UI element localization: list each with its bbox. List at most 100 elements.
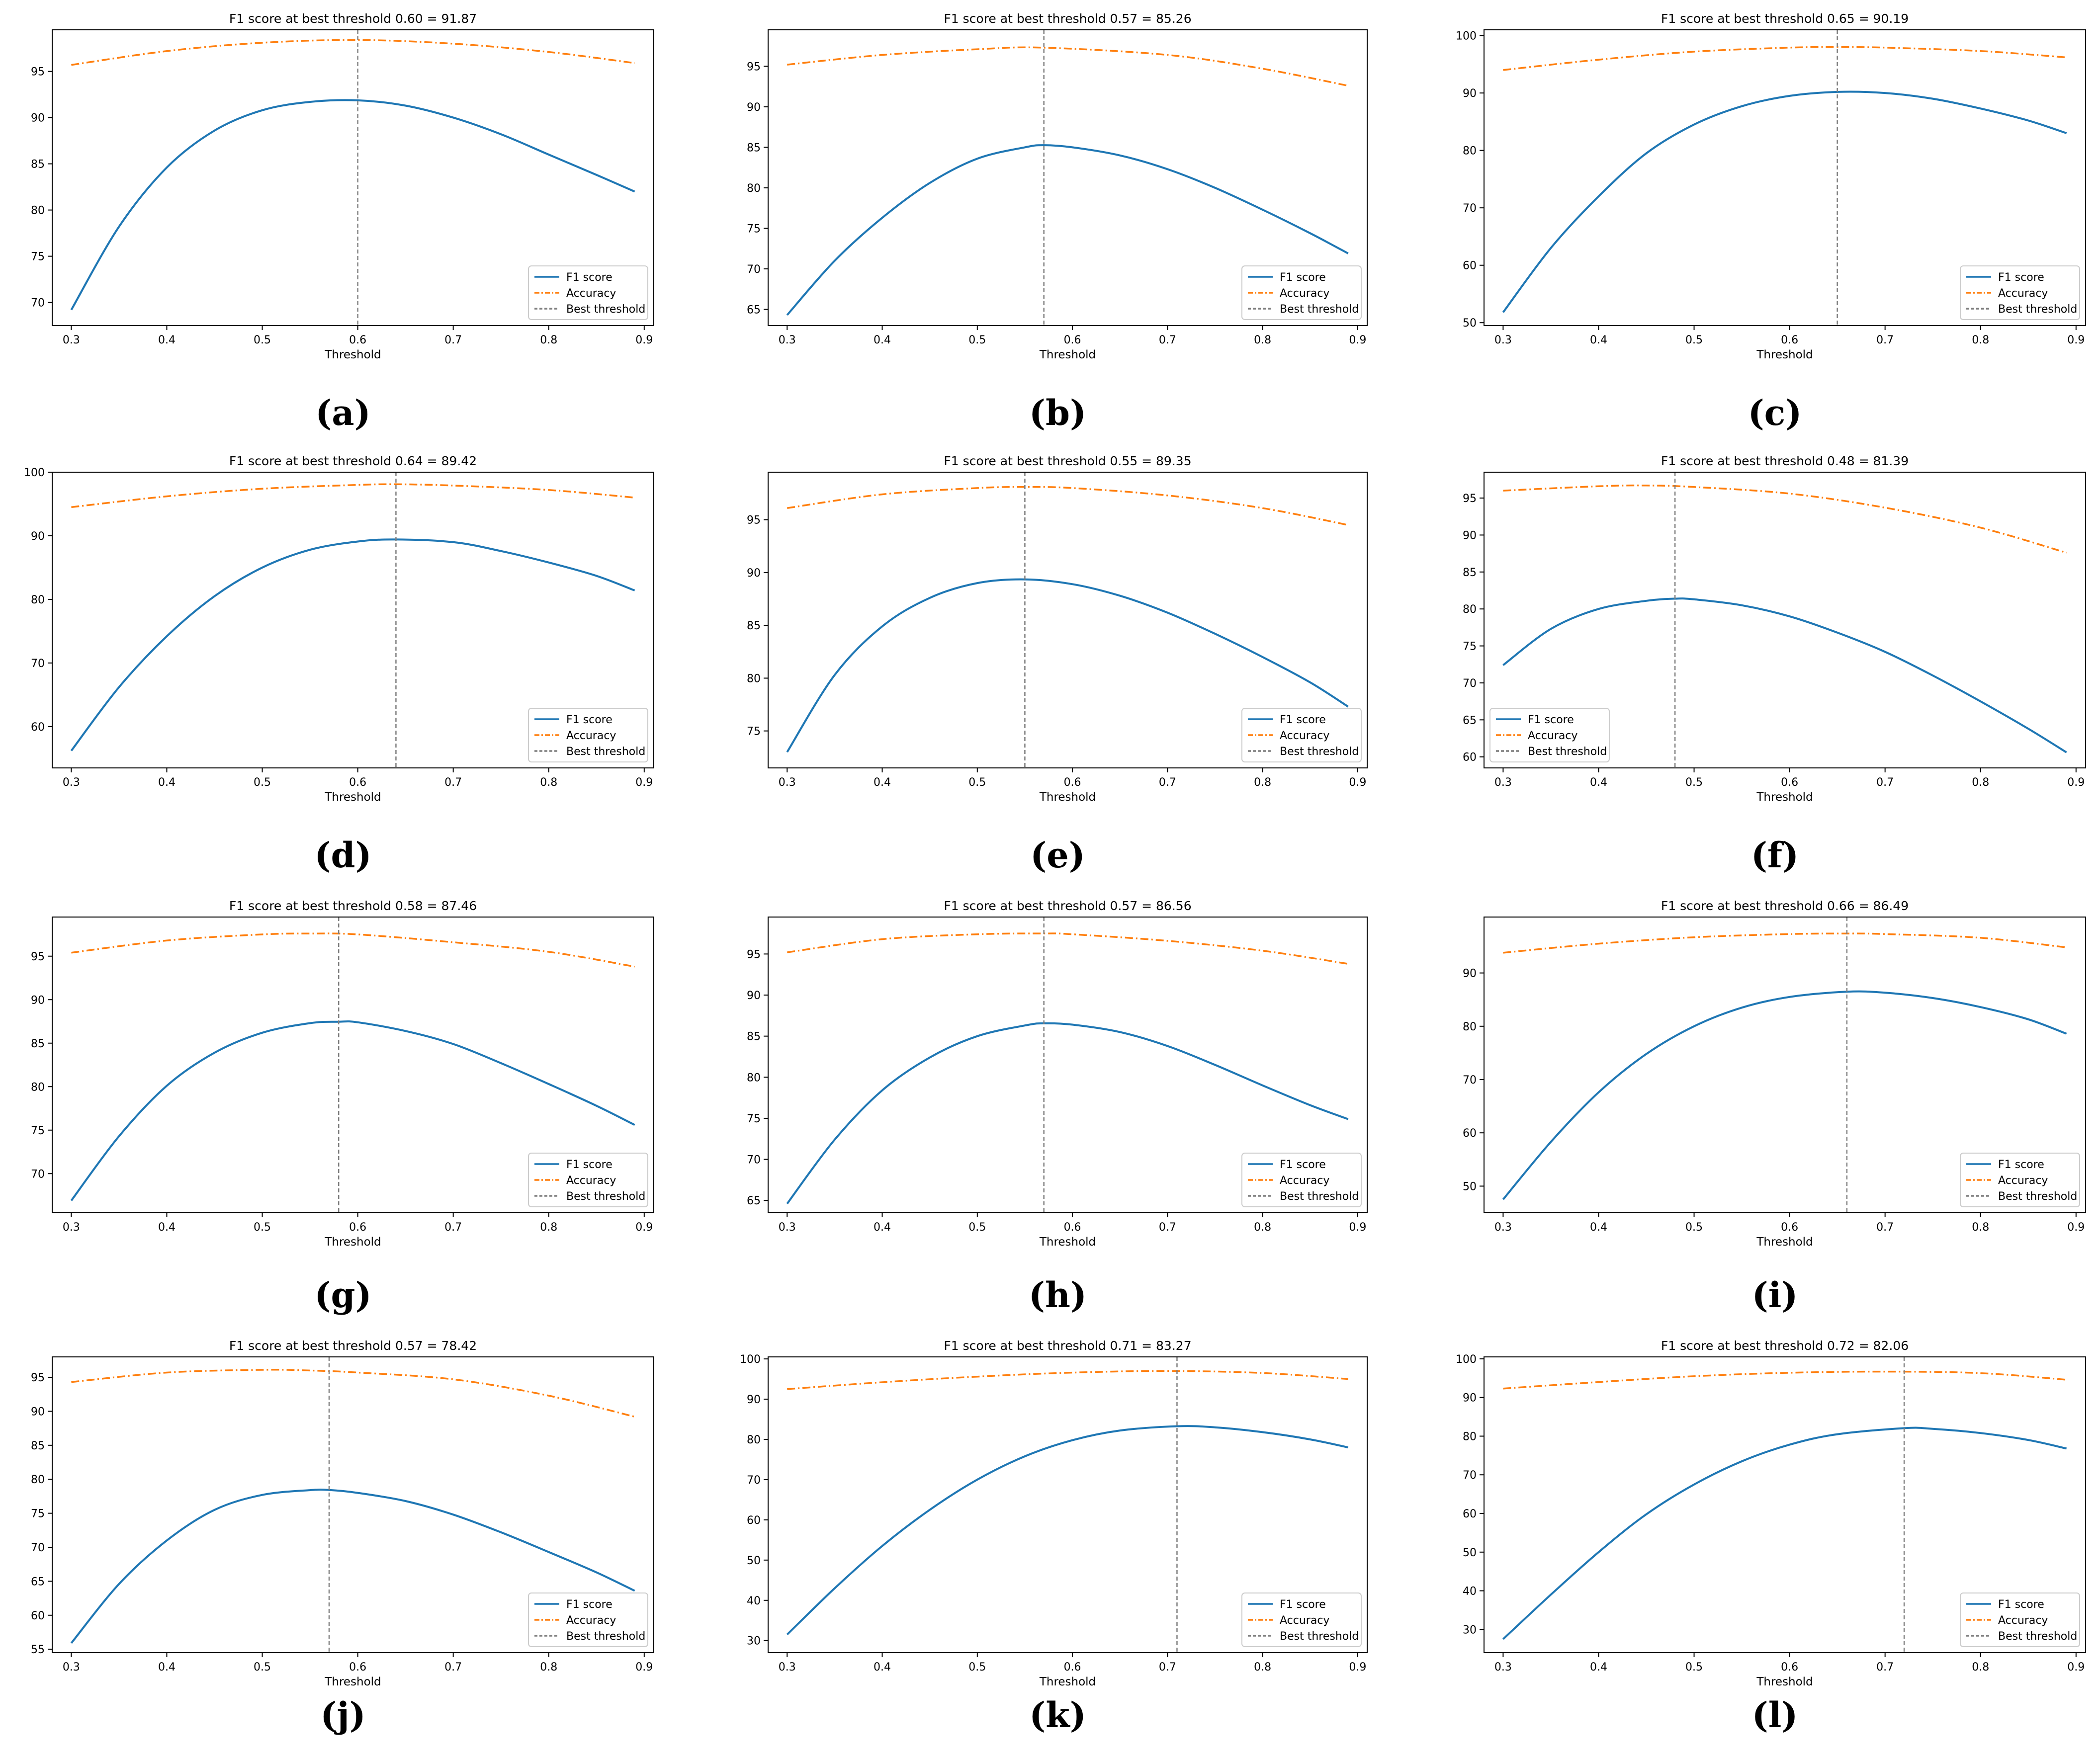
legend: F1 score Accuracy Best threshold	[1960, 265, 2080, 320]
y-tick-label: 85	[31, 1038, 45, 1050]
x-tick-label: 0.9	[2067, 334, 2085, 346]
y-tick-label: 70	[1463, 1074, 1477, 1087]
chart-title: F1 score at best threshold 0.66 = 86.49	[1661, 899, 1909, 913]
x-tick-label: 0.8	[1972, 776, 1989, 789]
y-tick-label: 30	[747, 1635, 761, 1648]
legend: F1 score Accuracy Best threshold	[1489, 708, 1610, 762]
x-tick-label: 0.4	[158, 1221, 175, 1234]
chart-title: F1 score at best threshold 0.64 = 89.42	[229, 454, 477, 468]
legend-label: Accuracy	[1280, 730, 1329, 742]
x-tick-label: 0.9	[2067, 1221, 2085, 1234]
y-tick-label: 70	[31, 658, 45, 670]
y-tick-label: 70	[747, 263, 761, 276]
legend-label: F1 score	[566, 714, 612, 726]
legend-box	[1960, 1153, 2080, 1207]
x-tick-label: 0.6	[1781, 334, 1798, 346]
legend-label: Best threshold	[566, 746, 645, 758]
f1-score-line	[70, 538, 635, 752]
x-tick-label: 0.7	[1876, 1661, 1894, 1674]
x-tick-label: 0.4	[874, 776, 891, 789]
legend-label: F1 score	[1280, 714, 1326, 726]
y-tick-label: 95	[31, 1372, 45, 1384]
x-tick-label: 0.8	[1254, 334, 1271, 346]
x-tick-label: 0.4	[158, 334, 175, 346]
legend-label: Best threshold	[1280, 1630, 1359, 1643]
legend-label: F1 score	[1280, 1598, 1326, 1611]
accuracy-line	[71, 39, 635, 66]
chart-title: F1 score at best threshold 0.72 = 82.06	[1661, 1339, 1909, 1353]
chart-panel-d: F1 score at best threshold 0.64 = 89.42 0…	[24, 454, 654, 876]
y-tick-label: 70	[1463, 1469, 1477, 1482]
y-tick-label: 60	[1463, 1508, 1477, 1520]
x-tick-label: 0.4	[874, 334, 891, 346]
x-tick-label: 0.6	[1064, 334, 1081, 346]
legend-label: F1 score	[1280, 271, 1326, 284]
x-axis-label: Threshold	[1039, 348, 1096, 361]
plot-frame	[52, 472, 654, 768]
legend-box	[1489, 708, 1610, 762]
x-tick-label: 0.3	[63, 1221, 80, 1234]
y-tick-label: 90	[31, 1406, 45, 1418]
y-tick-label: 95	[31, 66, 45, 79]
x-tick-label: 0.3	[779, 1221, 796, 1234]
legend-box	[1241, 708, 1362, 762]
y-tick-label: 85	[747, 1031, 761, 1043]
legend: F1 score Accuracy Best threshold	[1960, 1153, 2080, 1207]
x-tick-label: 0.8	[1972, 334, 1989, 346]
y-tick-label: 70	[747, 1474, 761, 1487]
x-tick-label: 0.3	[63, 776, 80, 789]
y-tick-label: 70	[1463, 677, 1477, 690]
y-tick-label: 90	[747, 101, 761, 114]
y-tick-label: 55	[31, 1644, 45, 1656]
x-tick-label: 0.3	[779, 776, 796, 789]
x-tick-label: 0.5	[254, 776, 271, 789]
y-tick-label: 75	[747, 223, 761, 235]
y-tick-label: 70	[31, 1168, 45, 1180]
f1-score-line	[786, 1425, 1349, 1636]
x-tick-label: 0.5	[1685, 776, 1703, 789]
x-tick-label: 0.8	[540, 1221, 557, 1234]
chart-panel-l: F1 score at best threshold 0.72 = 82.06 0…	[1456, 1339, 2086, 1736]
legend-label: Best threshold	[1280, 1190, 1359, 1203]
x-tick-label: 0.7	[1159, 334, 1176, 346]
y-tick-label: 90	[31, 994, 45, 1006]
y-tick-label: 40	[1463, 1586, 1477, 1598]
panel-label: (f)	[1751, 835, 1799, 876]
legend-label: Best threshold	[1528, 746, 1607, 758]
x-tick-label: 0.3	[779, 1661, 796, 1674]
y-tick-label: 80	[1463, 145, 1477, 158]
legend-label: F1 score	[566, 1159, 612, 1171]
y-tick-label: 90	[1463, 1392, 1477, 1405]
chart-panel-h: F1 score at best threshold 0.57 = 86.56 0…	[747, 899, 1368, 1316]
accuracy-line	[71, 483, 635, 508]
legend-box	[528, 1153, 648, 1207]
x-tick-label: 0.7	[444, 1221, 462, 1234]
y-tick-label: 80	[1463, 1430, 1477, 1443]
y-tick-label: 30	[1463, 1624, 1477, 1636]
legend: F1 score Accuracy Best threshold	[1960, 1592, 2080, 1647]
y-tick-label: 90	[31, 530, 45, 543]
plot-frame	[52, 917, 654, 1213]
accuracy-line	[787, 1370, 1348, 1390]
y-tick-label: 60	[31, 721, 45, 734]
plot-frame	[768, 472, 1368, 768]
y-tick-label: 75	[1463, 641, 1477, 653]
y-tick-label: 95	[747, 61, 761, 73]
y-tick-label: 50	[1463, 1180, 1477, 1193]
y-tick-label: 40	[747, 1595, 761, 1607]
legend-label: Best threshold	[566, 1190, 645, 1203]
chart-panel-k: F1 score at best threshold 0.71 = 83.27 0…	[740, 1339, 1368, 1736]
y-tick-label: 65	[31, 1576, 45, 1588]
y-tick-label: 100	[24, 467, 45, 479]
x-tick-label: 0.5	[968, 776, 986, 789]
x-tick-label: 0.8	[540, 1661, 557, 1674]
y-tick-label: 60	[31, 1610, 45, 1622]
legend-label: Accuracy	[566, 1174, 616, 1187]
x-tick-label: 0.5	[968, 1661, 986, 1674]
x-tick-label: 0.3	[1494, 776, 1512, 789]
plot-frame	[1484, 472, 2086, 768]
panel-label: (i)	[1752, 1274, 1798, 1316]
x-tick-label: 0.7	[1159, 1221, 1176, 1234]
chart-panel-j: F1 score at best threshold 0.57 = 78.42 0…	[31, 1339, 654, 1736]
y-tick-label: 85	[747, 142, 761, 154]
